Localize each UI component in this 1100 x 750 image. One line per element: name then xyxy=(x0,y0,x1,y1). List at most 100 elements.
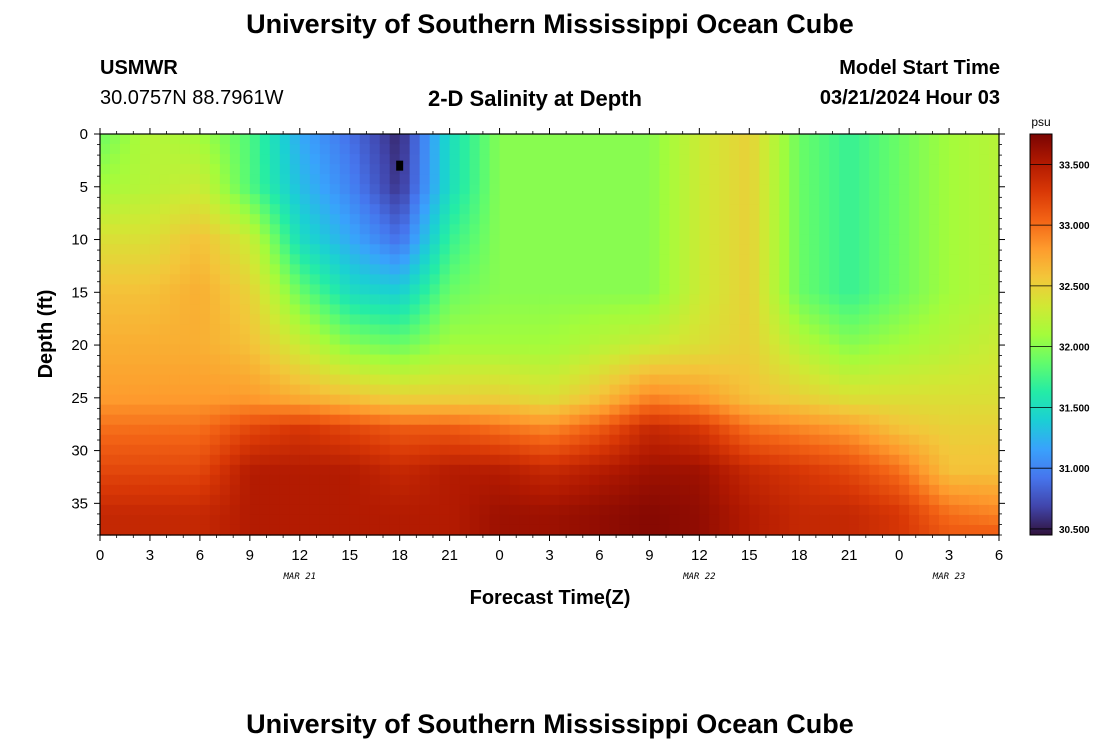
heatmap-cell xyxy=(599,354,611,366)
heatmap-cell xyxy=(779,134,790,145)
heatmap-cell xyxy=(389,334,401,346)
heatmap-cell xyxy=(579,464,591,476)
heatmap-cell xyxy=(819,164,830,175)
heatmap-cell xyxy=(319,164,331,175)
heatmap-cell xyxy=(379,284,391,296)
heatmap-cell xyxy=(959,474,970,486)
heatmap-cell xyxy=(100,514,111,526)
heatmap-cell xyxy=(619,404,631,416)
heatmap-cell xyxy=(919,324,930,336)
heatmap-cell xyxy=(709,174,720,185)
heatmap-cell xyxy=(869,264,880,275)
heatmap-cell xyxy=(749,214,760,225)
heatmap-cell xyxy=(819,454,830,466)
heatmap-cell xyxy=(209,254,221,265)
heatmap-cell xyxy=(669,264,680,275)
heatmap-cell xyxy=(309,444,321,456)
heatmap-cell xyxy=(229,224,241,235)
heatmap-cell xyxy=(329,504,341,516)
heatmap-cell xyxy=(809,224,820,235)
heatmap-cell xyxy=(849,224,860,235)
heatmap-cell xyxy=(739,184,750,195)
heatmap-cell xyxy=(769,514,780,526)
heatmap-cell xyxy=(359,474,371,486)
heatmap-cell xyxy=(979,254,990,265)
heatmap-cell xyxy=(409,344,421,356)
heatmap-cell xyxy=(579,484,591,496)
heatmap-cell xyxy=(289,474,301,486)
heatmap-cell xyxy=(149,214,161,225)
heatmap-cell xyxy=(689,464,700,476)
heatmap-cell xyxy=(199,204,211,215)
heatmap-cell xyxy=(259,364,271,376)
heatmap-cell xyxy=(869,464,880,476)
heatmap-cell xyxy=(119,284,131,296)
heatmap-cell xyxy=(249,204,261,215)
heatmap-cell xyxy=(619,464,631,476)
heatmap-cell xyxy=(629,144,640,155)
heatmap-cell xyxy=(559,174,571,185)
heatmap-cell xyxy=(429,294,441,306)
heatmap-cell xyxy=(679,204,690,215)
heatmap-cell xyxy=(259,164,271,175)
heatmap-cell xyxy=(519,234,531,245)
heatmap-cell xyxy=(109,204,121,215)
heatmap-cell xyxy=(299,174,311,185)
heatmap-cell xyxy=(809,254,820,265)
heatmap-cell xyxy=(979,224,990,235)
heatmap-cell xyxy=(119,294,131,306)
heatmap-cell xyxy=(309,284,321,296)
colorbar: 30.50031.00031.50032.00032.50033.00033.5… xyxy=(1029,133,1090,536)
heatmap-cell xyxy=(809,144,820,155)
heatmap-cell xyxy=(479,314,491,326)
heatmap-cell xyxy=(849,354,860,366)
heatmap-cell xyxy=(719,374,730,386)
heatmap-cell xyxy=(609,444,621,456)
heatmap-cell xyxy=(779,204,790,215)
heatmap-cell xyxy=(959,404,970,416)
heatmap-cell xyxy=(329,144,341,155)
heatmap-cell xyxy=(789,234,800,245)
heatmap-cell xyxy=(939,424,950,436)
heatmap-cell xyxy=(479,184,491,195)
heatmap-cell xyxy=(239,164,251,175)
heatmap-cell xyxy=(799,354,810,366)
heatmap-cell xyxy=(169,434,181,446)
heatmap-cell xyxy=(629,474,640,486)
heatmap-cell xyxy=(279,364,291,376)
heatmap-cell xyxy=(699,144,710,155)
heatmap-cell xyxy=(539,454,551,466)
heatmap-cell xyxy=(159,174,171,185)
heatmap-cell xyxy=(579,144,591,155)
heatmap-cell xyxy=(629,364,640,376)
heatmap-cell xyxy=(399,234,411,245)
heatmap-cell xyxy=(989,234,1000,245)
heatmap-cell xyxy=(489,324,501,336)
heatmap-cell xyxy=(439,254,451,265)
heatmap-cell xyxy=(579,324,591,336)
heatmap-cell xyxy=(129,304,141,316)
heatmap-cell xyxy=(389,344,401,356)
heatmap-cell xyxy=(559,154,571,165)
heatmap-cell xyxy=(489,524,501,536)
heatmap-cell xyxy=(489,234,501,245)
heatmap-cell xyxy=(219,274,231,285)
heatmap-cell xyxy=(219,504,231,516)
heatmap-cell xyxy=(859,284,870,296)
heatmap-cell xyxy=(539,244,551,255)
heatmap-cell xyxy=(549,344,561,356)
heatmap-cell xyxy=(569,214,581,225)
heatmap-cell xyxy=(119,224,131,235)
heatmap-cell xyxy=(329,494,341,506)
heatmap-cell xyxy=(529,464,541,476)
heatmap-cell xyxy=(149,284,161,296)
heatmap-cell xyxy=(519,514,531,526)
heatmap-cell xyxy=(699,274,710,285)
heatmap-cell xyxy=(759,524,770,536)
heatmap-cell xyxy=(879,184,890,195)
heatmap-cell xyxy=(399,154,411,165)
heatmap-cell xyxy=(209,164,221,175)
heatmap-cell xyxy=(809,424,820,436)
heatmap-cell xyxy=(939,344,950,356)
heatmap-cell xyxy=(789,394,800,406)
